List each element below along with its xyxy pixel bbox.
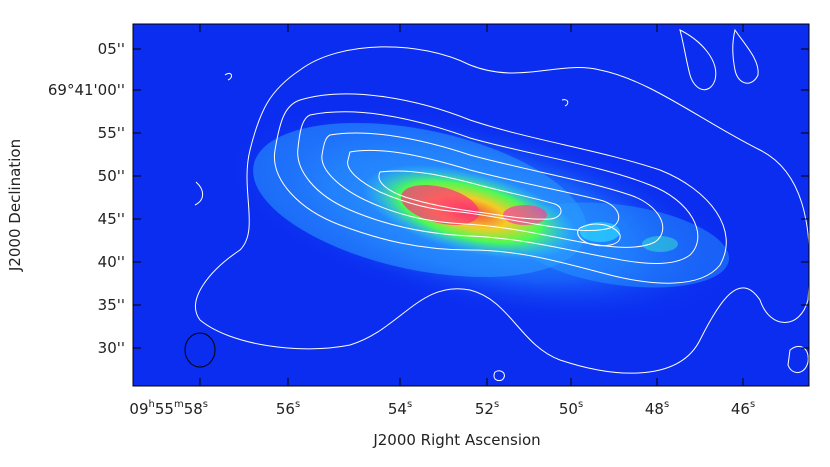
contour-lines [194, 28, 809, 381]
x-axis-title: J2000 Right Ascension [372, 431, 540, 449]
x-tick-label-5: 48s [645, 399, 669, 418]
contour-fragment-4 [493, 370, 505, 381]
contour-level-3 [297, 111, 699, 264]
y-axis-title: J2000 Declination [6, 139, 24, 272]
contour-fragment-2 [224, 72, 233, 81]
hot-spot-1 [400, 185, 480, 225]
contour-level-6 [378, 170, 562, 220]
y-tick-label-7: 30'' [98, 339, 125, 357]
x-tick-label-0: 09h55m58s [129, 399, 208, 418]
beam-ellipse [184, 332, 216, 368]
y-tick-label-4: 45'' [98, 210, 125, 228]
contour-level-5 [347, 149, 620, 232]
contour-level-2 [273, 93, 727, 284]
x-tick-marks [199, 24, 744, 386]
plot-frame [132, 23, 810, 387]
y-tick-label-0: 05'' [98, 40, 125, 58]
intensity-map [133, 24, 809, 386]
y-tick-label-3: 50'' [98, 167, 125, 185]
x-tick-label-2: 54s [388, 399, 412, 418]
x-tick-label-4: 50s [559, 399, 583, 418]
contour-island-1 [679, 29, 717, 90]
contour-level-1 [195, 46, 809, 374]
contour-island-2 [732, 28, 759, 84]
contour-fragment-5 [787, 346, 809, 373]
y-tick-marks [133, 48, 809, 349]
contour-fragment-1 [194, 181, 204, 206]
x-tick-label-1: 56s [276, 399, 300, 418]
y-tick-label-2: 55'' [98, 124, 125, 142]
contour-knot [577, 223, 621, 247]
x-tick-label-3: 52s [475, 399, 499, 418]
contour-fragment-3 [561, 99, 569, 107]
y-tick-label-5: 40'' [98, 253, 125, 271]
y-tick-label-1: 69°41'00'' [48, 81, 125, 99]
knot-far-east [642, 236, 678, 252]
x-tick-label-6: 46s [731, 399, 755, 418]
y-tick-label-6: 35'' [98, 296, 125, 314]
